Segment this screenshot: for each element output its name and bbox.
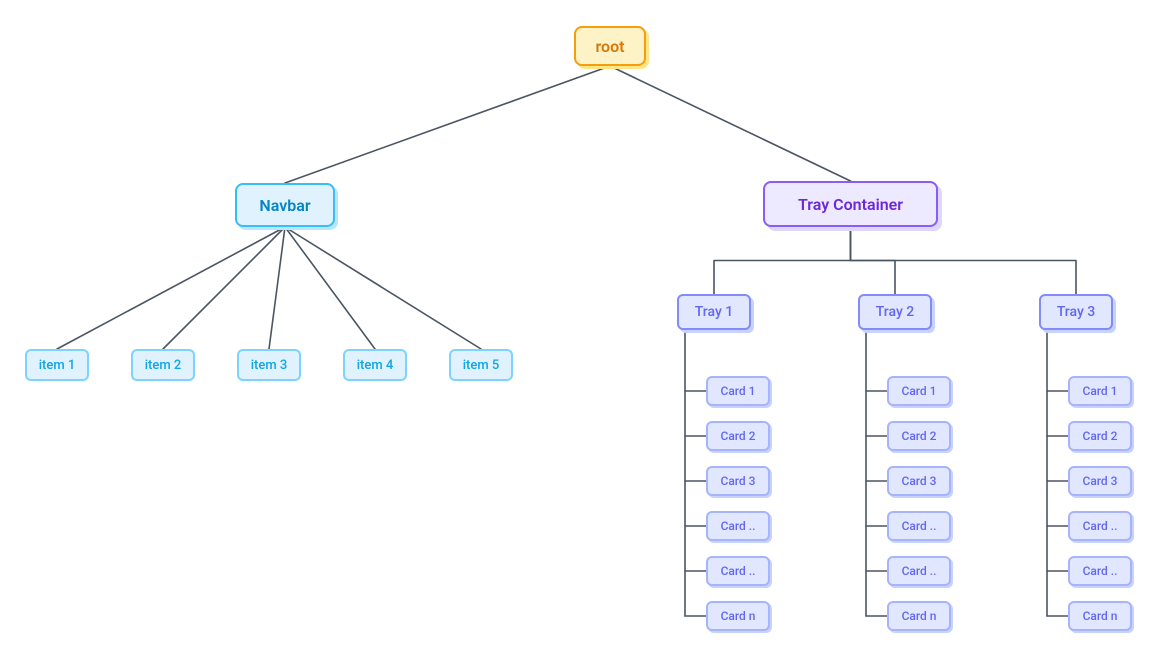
node-tray2: Tray 2 [858, 294, 932, 330]
node-t3c2: Card 2 [1068, 421, 1132, 451]
node-label: Card 3 [902, 474, 937, 488]
node-label: item 1 [39, 358, 76, 373]
node-label: Card n [721, 609, 756, 623]
node-label: Card n [1083, 609, 1118, 623]
node-item2: item 2 [131, 349, 195, 381]
node-root: root [574, 26, 646, 66]
node-t1c3: Card 3 [706, 466, 770, 496]
node-label: item 2 [145, 358, 182, 373]
node-label: Card 2 [721, 429, 756, 443]
node-t3c5: Card .. [1068, 556, 1132, 586]
node-t3c4: Card .. [1068, 511, 1132, 541]
node-navbar: Navbar [235, 183, 335, 227]
node-label: Card 3 [721, 474, 756, 488]
node-label: item 5 [463, 358, 500, 373]
node-t1c2: Card 2 [706, 421, 770, 451]
node-item1: item 1 [25, 349, 89, 381]
node-t1c1: Card 1 [706, 376, 770, 406]
node-label: item 3 [251, 358, 288, 373]
node-label: Card .. [1083, 564, 1118, 578]
node-label: Card n [902, 609, 937, 623]
node-item4: item 4 [343, 349, 407, 381]
node-t2c1: Card 1 [887, 376, 951, 406]
node-t2c3: Card 3 [887, 466, 951, 496]
node-label: Card .. [721, 564, 756, 578]
node-tray3: Tray 3 [1039, 294, 1113, 330]
node-label: Navbar [259, 196, 310, 215]
node-label: Card 1 [721, 384, 756, 398]
node-t3c3: Card 3 [1068, 466, 1132, 496]
node-item3: item 3 [237, 349, 301, 381]
node-label: Card .. [902, 519, 937, 533]
node-label: Tray 1 [695, 304, 733, 320]
node-t2c6: Card n [887, 601, 951, 631]
node-t3c6: Card n [1068, 601, 1132, 631]
node-label: Tray 2 [876, 304, 914, 320]
node-t2c2: Card 2 [887, 421, 951, 451]
node-label: Card 2 [902, 429, 937, 443]
node-label: Card 2 [1083, 429, 1118, 443]
diagram-edges [0, 0, 1156, 665]
node-item5: item 5 [449, 349, 513, 381]
node-label: Card .. [902, 564, 937, 578]
node-label: Tray 3 [1057, 304, 1095, 320]
node-label: root [595, 37, 624, 56]
node-t1c5: Card .. [706, 556, 770, 586]
node-label: Card 1 [1083, 384, 1118, 398]
node-t1c4: Card .. [706, 511, 770, 541]
node-trayc: Tray Container [763, 181, 938, 227]
node-t2c4: Card .. [887, 511, 951, 541]
node-t1c6: Card n [706, 601, 770, 631]
node-label: Card .. [721, 519, 756, 533]
node-t3c1: Card 1 [1068, 376, 1132, 406]
node-label: Card 3 [1083, 474, 1118, 488]
node-label: Card 1 [902, 384, 937, 398]
node-tray1: Tray 1 [677, 294, 751, 330]
node-label: Card .. [1083, 519, 1118, 533]
node-t2c5: Card .. [887, 556, 951, 586]
node-label: Tray Container [798, 195, 903, 214]
node-label: item 4 [357, 358, 394, 373]
